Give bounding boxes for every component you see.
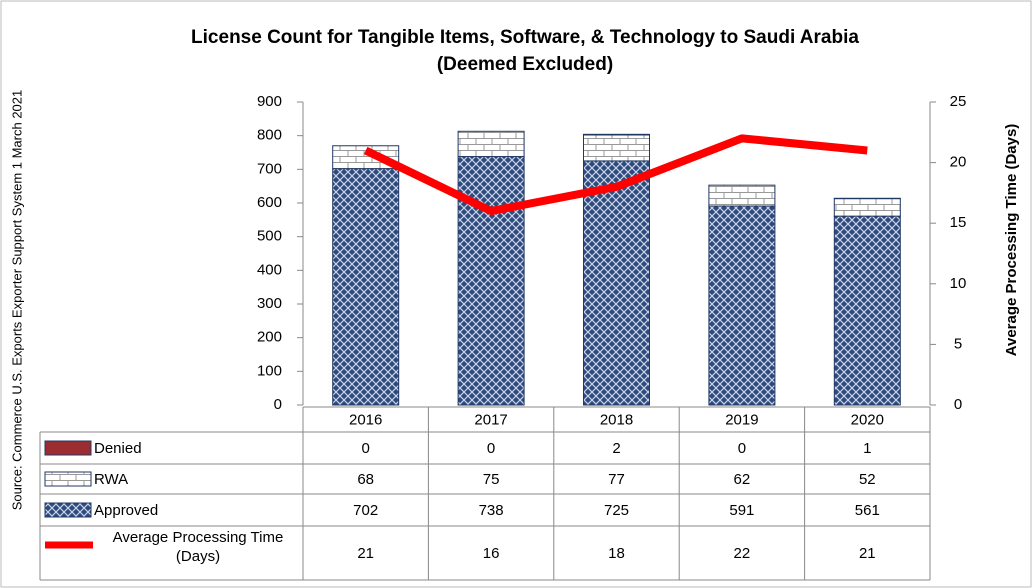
bar	[708, 184, 776, 207]
table-value: 561	[855, 502, 880, 519]
chart-subtitle: (Deemed Excluded)	[437, 54, 613, 75]
y-tick-label: 600	[257, 194, 282, 211]
legend-key	[44, 440, 92, 456]
table-value: 18	[608, 545, 625, 562]
y-tick-label: 300	[257, 295, 282, 312]
bar	[583, 160, 650, 406]
y2-tick-label: 15	[950, 214, 967, 231]
table-value: 0	[487, 440, 495, 457]
y-tick-label: 500	[257, 228, 282, 245]
bar	[332, 168, 400, 406]
table-value: 0	[738, 440, 746, 457]
table-value: 21	[859, 545, 876, 562]
y-tick-label: 100	[257, 362, 282, 379]
x-tick-label: 2016	[349, 411, 382, 428]
y-tick-label: 900	[257, 93, 282, 110]
table-value: 77	[608, 471, 625, 488]
legend-key	[44, 471, 92, 487]
legend-label: Average Processing Time (Days)	[112, 529, 284, 565]
y2-tick-label: 0	[954, 396, 962, 413]
y2-tick-label: 20	[950, 154, 967, 171]
y2-tick-label: 25	[950, 93, 967, 110]
legend-label: Approved	[94, 502, 158, 519]
bar	[332, 145, 400, 170]
bar	[457, 156, 525, 406]
y-tick-label: 200	[257, 329, 282, 346]
table-value: 21	[357, 545, 374, 562]
y-tick-label: 700	[257, 160, 282, 177]
table-value: 62	[734, 471, 751, 488]
y-tick-label: 0	[274, 396, 282, 413]
x-tick-label: 2017	[474, 411, 507, 428]
table-value: 75	[483, 471, 500, 488]
bar	[583, 134, 650, 162]
y-tick-label: 800	[257, 127, 282, 144]
table-value: 2	[612, 440, 620, 457]
bar	[583, 133, 650, 136]
y2-tick-label: 5	[954, 335, 962, 352]
table-value: 16	[483, 545, 500, 562]
line-series	[363, 134, 868, 216]
source-note: Source: Commerce U.S. Exports Exporter S…	[9, 90, 24, 511]
legend-key	[44, 502, 92, 518]
table-value: 591	[729, 502, 754, 519]
legend-label: RWA	[94, 471, 128, 488]
bar	[833, 215, 901, 406]
bar	[708, 205, 776, 406]
table-value: 52	[859, 471, 876, 488]
x-tick-label: 2019	[725, 411, 758, 428]
x-tick-label: 2018	[600, 411, 633, 428]
x-tick-label: 2020	[851, 411, 884, 428]
y2-axis-label: Average Processing Time (Days)	[1003, 124, 1020, 357]
table-value: 22	[734, 545, 751, 562]
legend-label: Denied	[94, 440, 142, 457]
table-value: 738	[479, 502, 504, 519]
table-value: 68	[357, 471, 374, 488]
table-value: 702	[353, 502, 378, 519]
y-tick-label: 400	[257, 261, 282, 278]
table-value: 0	[362, 440, 370, 457]
bar	[457, 130, 525, 158]
bar	[833, 198, 901, 217]
table-value: 725	[604, 502, 629, 519]
y2-tick-label: 10	[950, 275, 967, 292]
table-value: 1	[863, 440, 871, 457]
chart-title: License Count for Tangible Items, Softwa…	[191, 27, 859, 48]
